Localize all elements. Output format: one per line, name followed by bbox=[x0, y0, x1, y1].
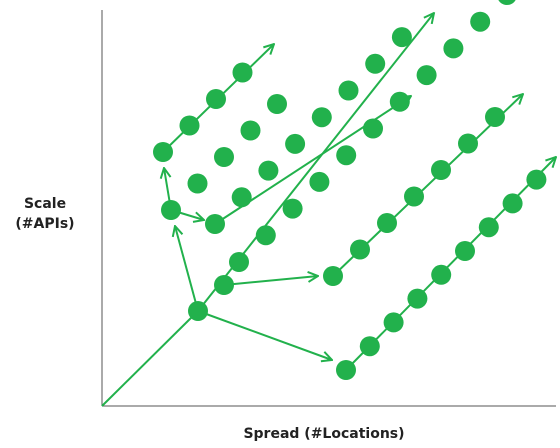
bottom-diagonal-node bbox=[502, 193, 523, 214]
y-axis-label-line1: Scale bbox=[23, 196, 67, 212]
long-central-diagonal-node bbox=[336, 145, 357, 166]
upper-middle-diagonal-node bbox=[338, 80, 359, 101]
middle-low-diagonal-node bbox=[431, 160, 451, 180]
middle-low-diagonal-node bbox=[404, 186, 424, 207]
long-central-diagonal-node bbox=[309, 171, 330, 192]
middle-low-diagonal-node bbox=[458, 133, 478, 154]
bottom-diagonal-node bbox=[407, 288, 428, 309]
second-left-diagonal-node bbox=[214, 147, 234, 167]
bottom-diagonal-node bbox=[526, 169, 547, 190]
bottom-diagonal-node bbox=[359, 336, 380, 357]
bottom-diagonal-node bbox=[431, 264, 452, 285]
long-central-diagonal-node bbox=[389, 91, 410, 112]
upper-middle-diagonal-node bbox=[285, 133, 306, 154]
growth-nodes bbox=[153, 0, 547, 380]
middle-low-diagonal-node bbox=[323, 266, 343, 286]
origin-stem-line bbox=[101, 310, 199, 407]
bottom-diagonal-line bbox=[345, 157, 556, 371]
branch-arrow-to-middle-low bbox=[223, 276, 318, 286]
second-left-diagonal-node bbox=[161, 200, 181, 220]
second-left-diagonal-node bbox=[187, 173, 208, 194]
hub-node bbox=[188, 301, 208, 321]
long-central-diagonal-node bbox=[416, 65, 437, 86]
upper-middle-diagonal-node bbox=[391, 27, 412, 48]
upper-middle-diagonal-node bbox=[258, 160, 279, 181]
upper-left-diagonal-node bbox=[206, 89, 226, 109]
upper-left-diagonal-node bbox=[179, 115, 200, 136]
second-left-diagonal-node bbox=[267, 94, 287, 114]
bottom-diagonal-node bbox=[478, 217, 499, 238]
long-central-diagonal-node bbox=[282, 198, 303, 219]
long-central-diagonal-node bbox=[229, 252, 249, 272]
middle-low-diagonal-node bbox=[485, 107, 505, 127]
y-axis-label-line2: (#APIs) bbox=[15, 216, 75, 232]
upper-middle-diagonal-node bbox=[365, 53, 386, 74]
upper-middle-diagonal-node bbox=[205, 214, 225, 234]
y-axis-label: Scale (#APIs) bbox=[8, 194, 82, 234]
upper-middle-diagonal-node bbox=[231, 187, 252, 208]
middle-low-diagonal-node bbox=[377, 213, 397, 233]
long-central-diagonal-node bbox=[498, 0, 516, 5]
long-central-diagonal-node bbox=[443, 38, 464, 59]
upper-left-diagonal-node bbox=[153, 142, 173, 162]
long-central-diagonal-node bbox=[363, 118, 383, 139]
middle-low-diagonal-node bbox=[350, 239, 370, 260]
bottom-diagonal-node bbox=[455, 241, 475, 261]
upper-left-diagonal-node bbox=[232, 62, 253, 83]
long-central-diagonal-node bbox=[470, 11, 491, 32]
branch-arrow-up-left bbox=[175, 226, 199, 312]
bottom-diagonal-node bbox=[383, 312, 404, 333]
bottom-diagonal-node bbox=[336, 360, 356, 380]
upper-middle-diagonal-node bbox=[311, 107, 332, 128]
second-left-diagonal-node bbox=[240, 120, 261, 141]
x-axis-label: Spread (#Locations) bbox=[243, 426, 405, 442]
long-central-diagonal-node bbox=[255, 225, 276, 246]
branch-arrow-to-bottom-diagonal bbox=[197, 310, 332, 360]
branch-node bbox=[214, 275, 234, 295]
